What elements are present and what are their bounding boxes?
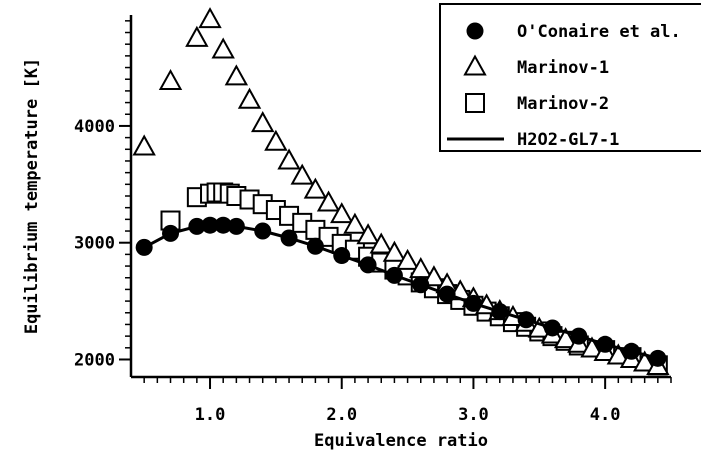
legend-entry-marinov-2: Marinov-2: [465, 93, 609, 114]
legend-label: Marinov-1: [517, 58, 609, 78]
data-point-marinov-1: [303, 177, 328, 199]
x-axis-label: Equivalence ratio: [314, 431, 488, 451]
data-point-oconaire: [412, 276, 430, 294]
data-point-marinov-1: [198, 7, 222, 29]
data-point-marinov-1: [277, 148, 301, 170]
legend-swatch: [466, 22, 484, 40]
data-point-oconaire: [333, 247, 351, 265]
data-point-oconaire: [491, 303, 509, 321]
y-tick-label: 2000: [74, 350, 115, 370]
data-point-oconaire: [227, 217, 245, 235]
data-point-marinov-1: [395, 248, 420, 270]
legend-swatch: [463, 54, 487, 76]
data-point-oconaire: [385, 266, 403, 284]
data-point-marinov-1: [237, 87, 262, 109]
data-point-oconaire: [543, 319, 561, 337]
data-point-marinov-1: [185, 25, 209, 47]
data-point-marinov-1: [369, 232, 393, 254]
data-point-marinov-1: [132, 134, 156, 156]
data-point-oconaire: [622, 342, 640, 360]
legend-swatch: [465, 93, 485, 113]
data-point-marinov-1: [251, 111, 275, 133]
data-point-marinov-1: [580, 336, 604, 358]
x-tick-label: 3.0: [458, 405, 489, 425]
series-oconaire: [135, 216, 667, 367]
data-point-oconaire: [649, 349, 667, 367]
data-point-marinov-1: [382, 240, 407, 262]
x-tick-label: 4.0: [590, 405, 621, 425]
data-point-marinov-1: [224, 64, 249, 86]
x-tick-label: 2.0: [326, 405, 357, 425]
data-point-oconaire: [464, 294, 482, 312]
data-point-marinov-1: [264, 129, 288, 151]
data-point-marinov-1: [606, 343, 631, 365]
y-tick-label: 3000: [74, 234, 115, 254]
data-point-oconaire: [359, 256, 377, 274]
data-point-oconaire: [596, 335, 614, 353]
data-point-oconaire: [162, 224, 180, 242]
data-point-oconaire: [188, 217, 206, 235]
x-tick-label: 1.0: [195, 405, 226, 425]
tick-labels: 1.0 2.0 3.0 4.0 2000 3000 4000: [74, 117, 620, 425]
data-point-oconaire: [201, 216, 219, 234]
data-point-oconaire: [570, 327, 588, 345]
major-ticks: [119, 124, 607, 389]
legend: O'Conaire et al. Marinov-1 Marinov-2 H2O2-G…: [439, 3, 701, 152]
legend-box: [439, 3, 701, 152]
y-tick-label: 4000: [74, 117, 115, 137]
data-point-oconaire: [214, 216, 232, 234]
data-point-oconaire: [306, 237, 324, 255]
legend-entry-h2o2-gl7-1: H2O2-GL7-1: [447, 130, 619, 150]
data-point-marinov-1: [343, 212, 367, 234]
legend-entry-oconaire: O'Conaire et al.: [466, 22, 681, 42]
legend-label: Marinov-2: [517, 94, 609, 114]
data-point-oconaire: [438, 285, 456, 303]
data-point-oconaire: [254, 222, 272, 240]
minor-ticks: [125, 20, 672, 383]
legend-label: H2O2-GL7-1: [517, 130, 619, 150]
data-point-oconaire: [280, 229, 298, 247]
data-point-oconaire: [135, 238, 153, 256]
data-point-marinov-1: [290, 163, 314, 185]
data-point-oconaire: [517, 311, 535, 329]
series-layer: [132, 7, 670, 376]
legend-entry-marinov-1: Marinov-1: [463, 54, 609, 78]
data-point-marinov-1: [211, 37, 235, 59]
data-point-marinov-1: [632, 350, 657, 372]
data-point-marinov-1: [330, 202, 354, 224]
legend-label: O'Conaire et al.: [517, 22, 681, 42]
data-point-marinov-1: [422, 265, 446, 287]
y-axis-label: Equilibrium temperature [K]: [22, 58, 42, 334]
data-point-marinov-1: [316, 190, 341, 212]
data-point-marinov-1: [356, 223, 380, 245]
data-point-marinov-1: [158, 69, 183, 91]
